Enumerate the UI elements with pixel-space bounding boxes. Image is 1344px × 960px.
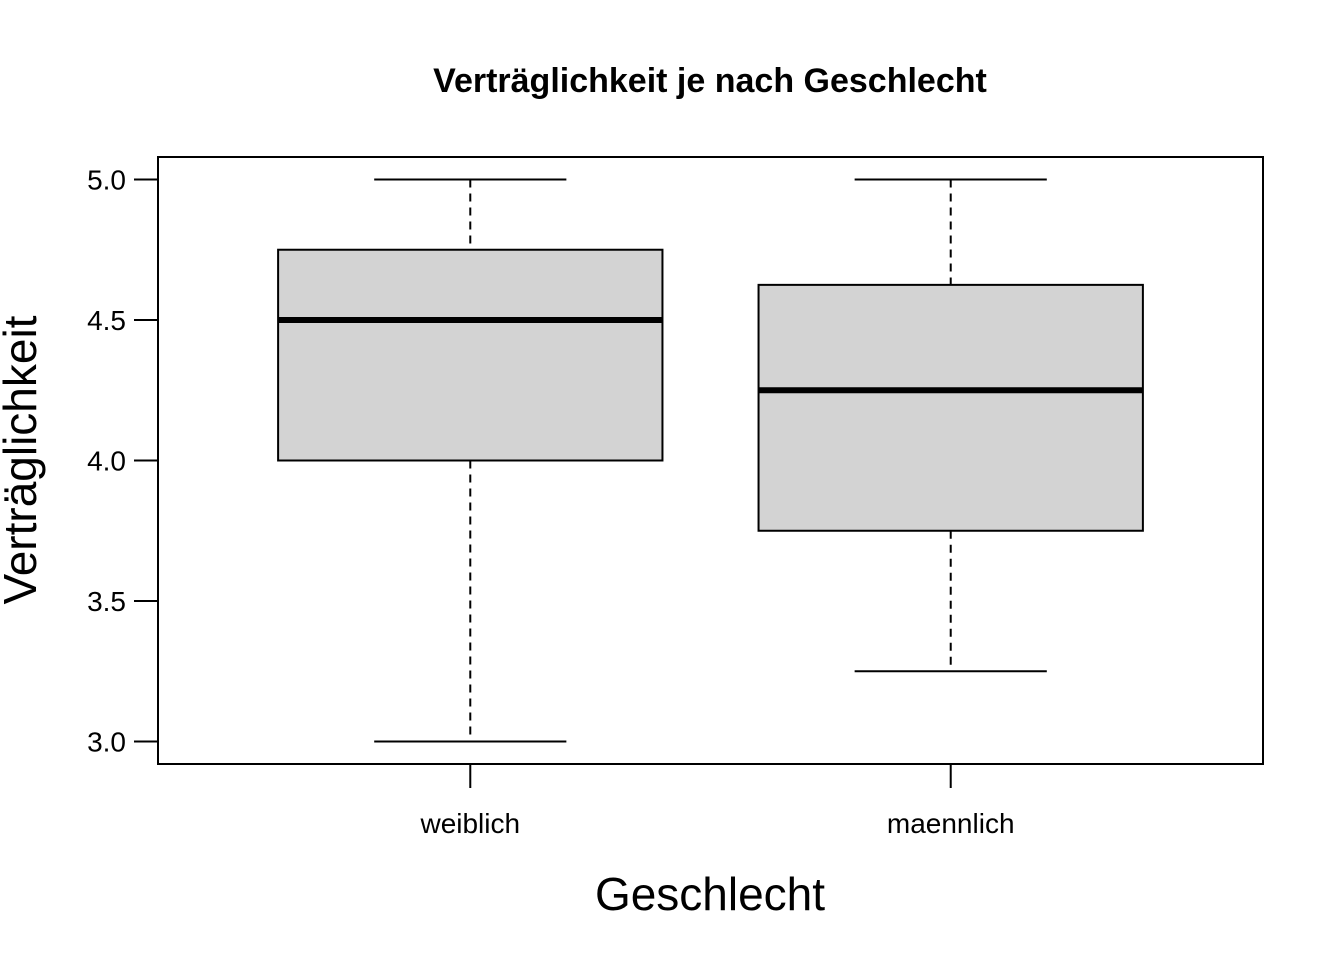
x-axis-title: Geschlecht: [595, 868, 825, 920]
y-axis-title: Verträglichkeit: [0, 315, 46, 604]
chart-title: Verträglichkeit je nach Geschlecht: [433, 62, 987, 100]
iqr-box: [757, 283, 1144, 532]
x-tick-label: weiblich: [419, 808, 520, 839]
box-weiblich: [277, 178, 664, 743]
x-axis: weiblich maennlich: [419, 764, 1015, 839]
iqr-box: [277, 248, 664, 462]
y-tick-label: 3.0: [87, 727, 126, 758]
y-tick-label: 4.0: [87, 446, 126, 477]
y-tick-label: 3.5: [87, 586, 126, 617]
box-maennlich: [757, 178, 1144, 673]
y-axis: 3.0 3.5 4.0 4.5 5.0: [87, 164, 158, 758]
boxes-group: [277, 178, 1144, 743]
y-tick-label: 5.0: [87, 164, 126, 195]
x-tick-label: maennlich: [887, 808, 1015, 839]
y-tick-label: 4.5: [87, 305, 126, 336]
